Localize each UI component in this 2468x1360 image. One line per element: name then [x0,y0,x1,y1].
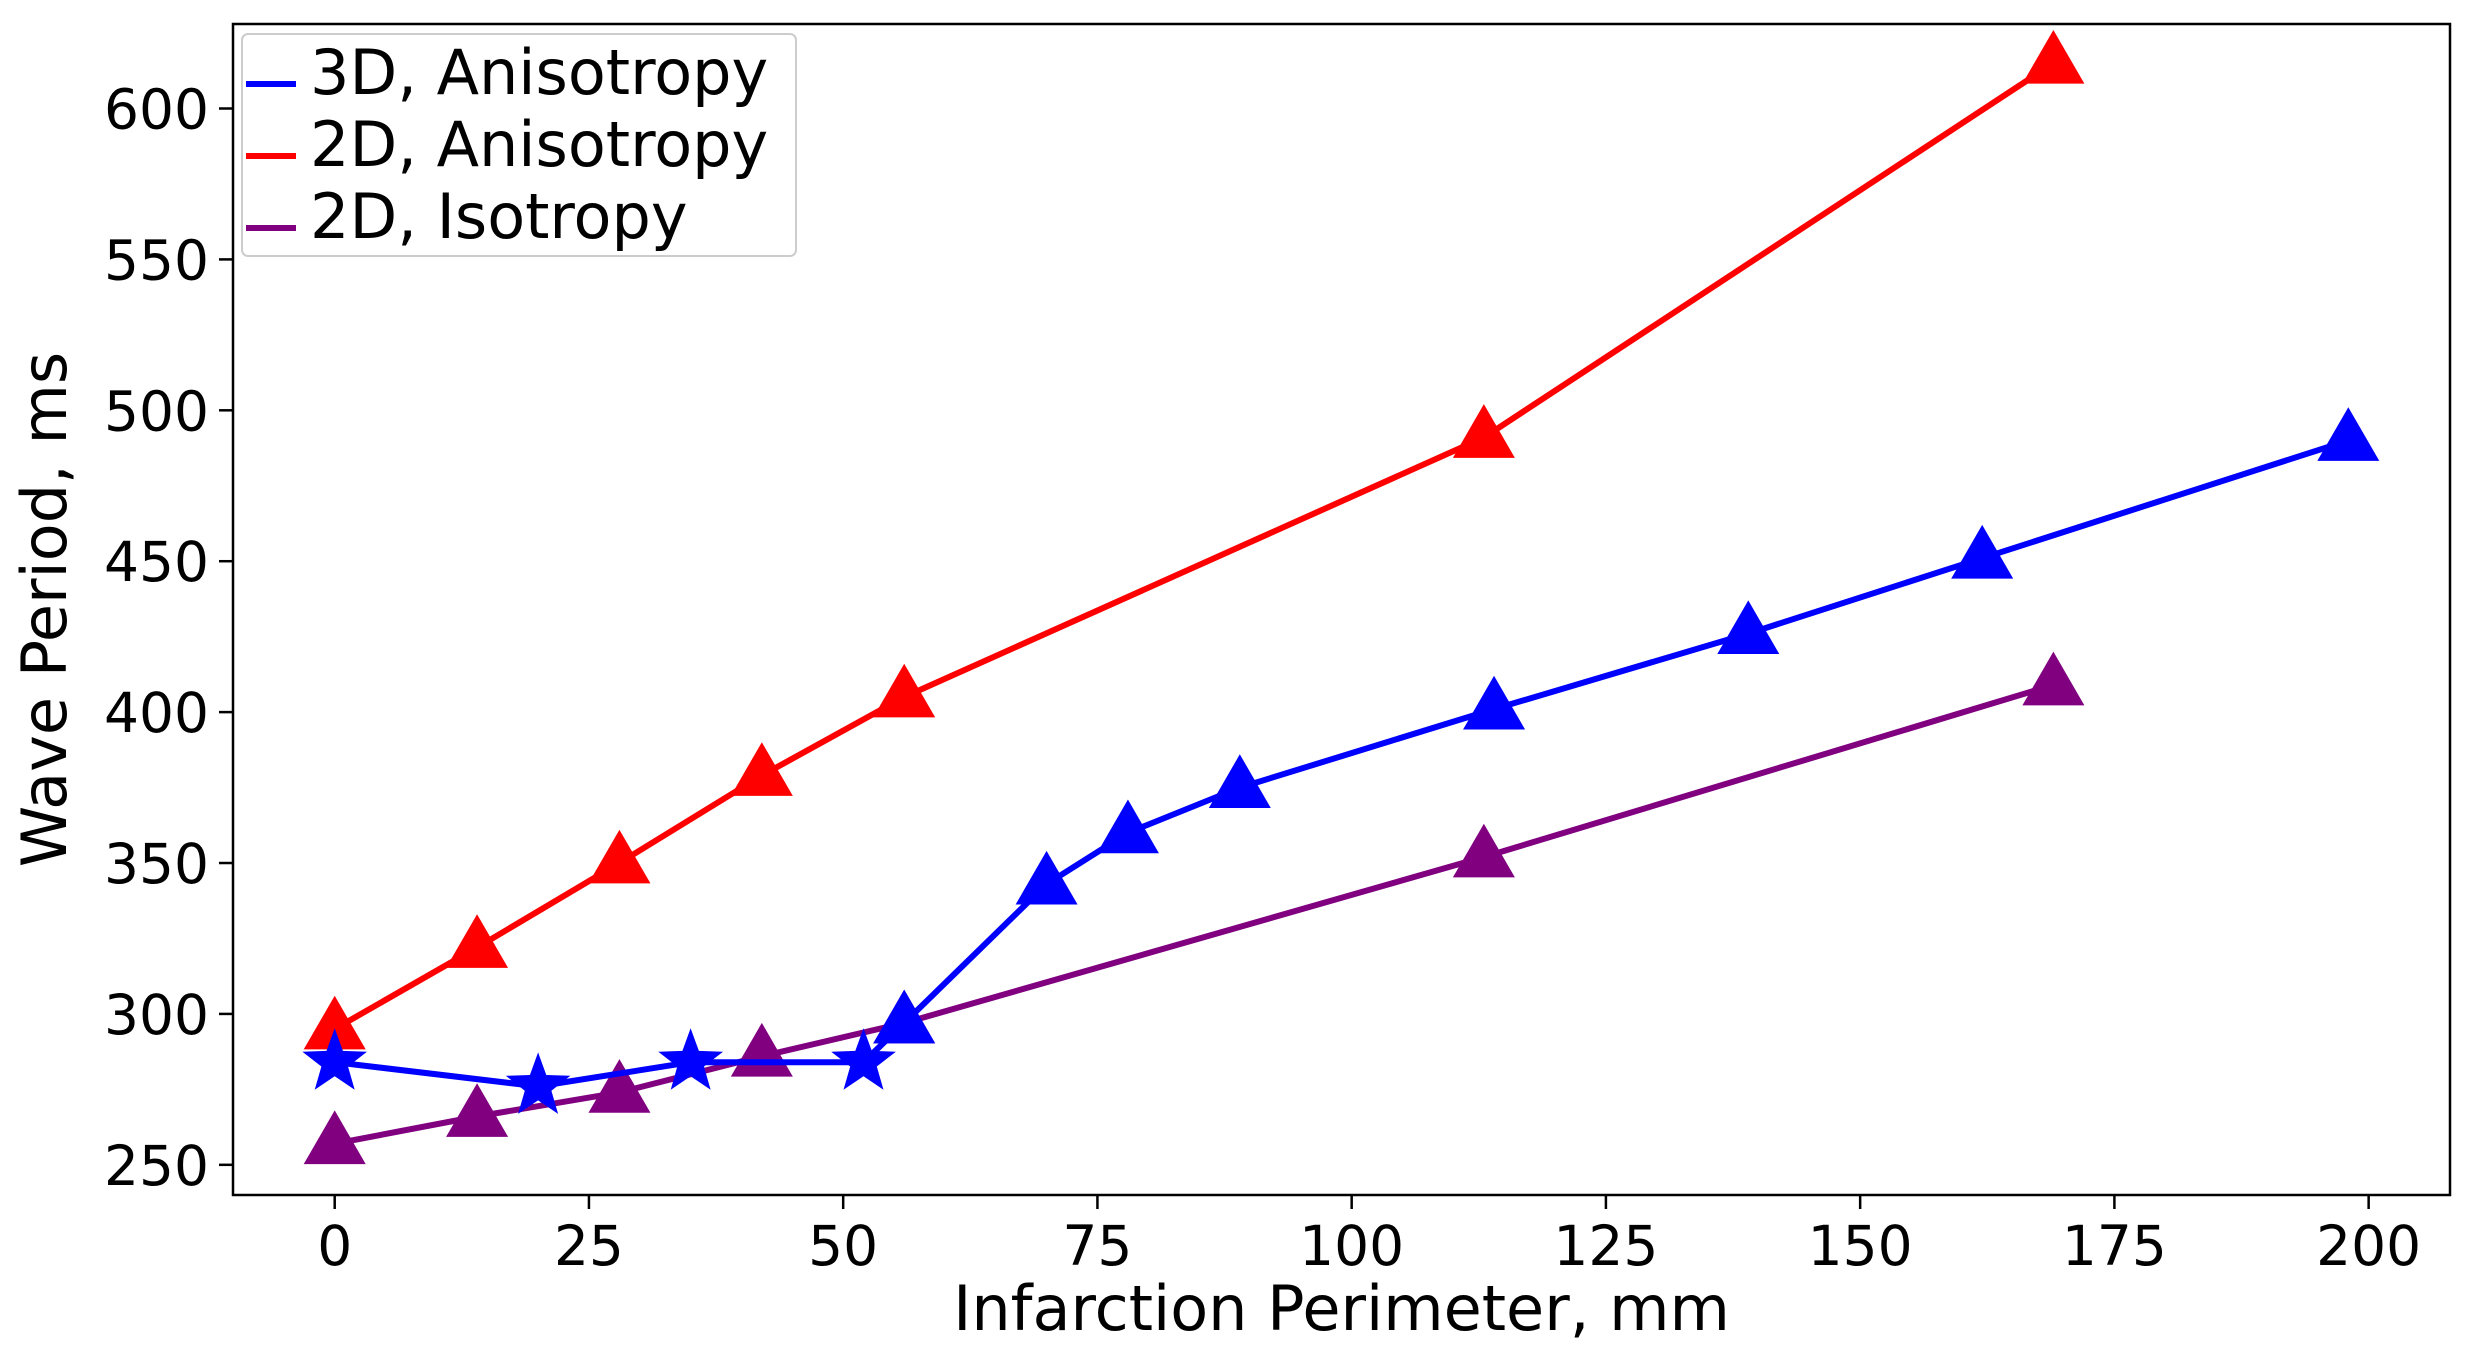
series-2d-anisotropy [303,29,2085,1050]
data-point-triangle [446,914,509,968]
y-tick-label: 550 [104,228,209,292]
data-point-triangle [1463,675,1526,730]
data-point-triangle [1717,600,1780,655]
x-tick-label: 200 [2316,1214,2421,1278]
x-tick-label: 100 [1299,1214,1404,1278]
y-tick-label: 300 [104,983,209,1047]
ticks-layer: 0 25 50 75 100 125 150 175 200 250 300 350 400 450 500… [104,78,2421,1278]
data-point-triangle [588,1059,651,1113]
data-point-triangle [303,1110,366,1165]
x-tick-label: 175 [2062,1214,2167,1278]
data-point-triangle [1452,404,1515,458]
x-tick-label: 25 [554,1214,624,1278]
data-point-triangle [588,829,651,884]
data-point-triangle [1096,799,1159,854]
y-tick-label: 250 [104,1134,209,1198]
series-line [334,437,2350,1090]
data-point-triangle [446,1083,509,1137]
data-point-star [658,1028,723,1090]
legend-entry-label: 3D, Anisotropy [310,36,768,109]
data-point-star [831,1028,896,1090]
data-point-star [505,1052,571,1114]
data-point-triangle [873,989,936,1044]
data-point-triangle [2022,651,2085,706]
data-point-triangle [1951,524,2014,579]
y-tick-label: 450 [104,530,209,594]
x-tick-label: 125 [1553,1214,1658,1278]
data-point-triangle [2022,29,2085,84]
data-point-triangle [1452,823,1515,878]
y-tick-label: 350 [104,832,209,896]
data-point-triangle [873,663,936,718]
y-tick-label: 400 [104,681,209,745]
y-tick-label: 500 [104,379,209,443]
data-point-triangle [2317,407,2380,461]
data-point-triangle [1208,754,1271,808]
data-point-triangle [1015,850,1078,905]
legend-box [241,33,797,257]
x-tick-label: 75 [1062,1214,1132,1278]
data-point-star [302,1028,367,1090]
data-point-triangle [303,995,366,1050]
legend-entry-label: 2D, Isotropy [310,180,688,253]
x-axis-label: Infarction Perimeter, mm [953,1272,1730,1345]
x-tick-label: 50 [808,1214,878,1278]
x-tick-label: 0 [317,1214,352,1278]
x-tick-label: 150 [1808,1214,1913,1278]
data-point-triangle [730,742,793,796]
plot-area-frame [231,22,2452,1197]
legend-entry-label: 2D, Anisotropy [310,108,768,181]
series-3d-anisotropy [302,407,2380,1114]
y-axis-label: Wave Period, ms [8,352,81,867]
series-layer [302,29,2380,1165]
y-tick-label: 600 [104,78,209,142]
